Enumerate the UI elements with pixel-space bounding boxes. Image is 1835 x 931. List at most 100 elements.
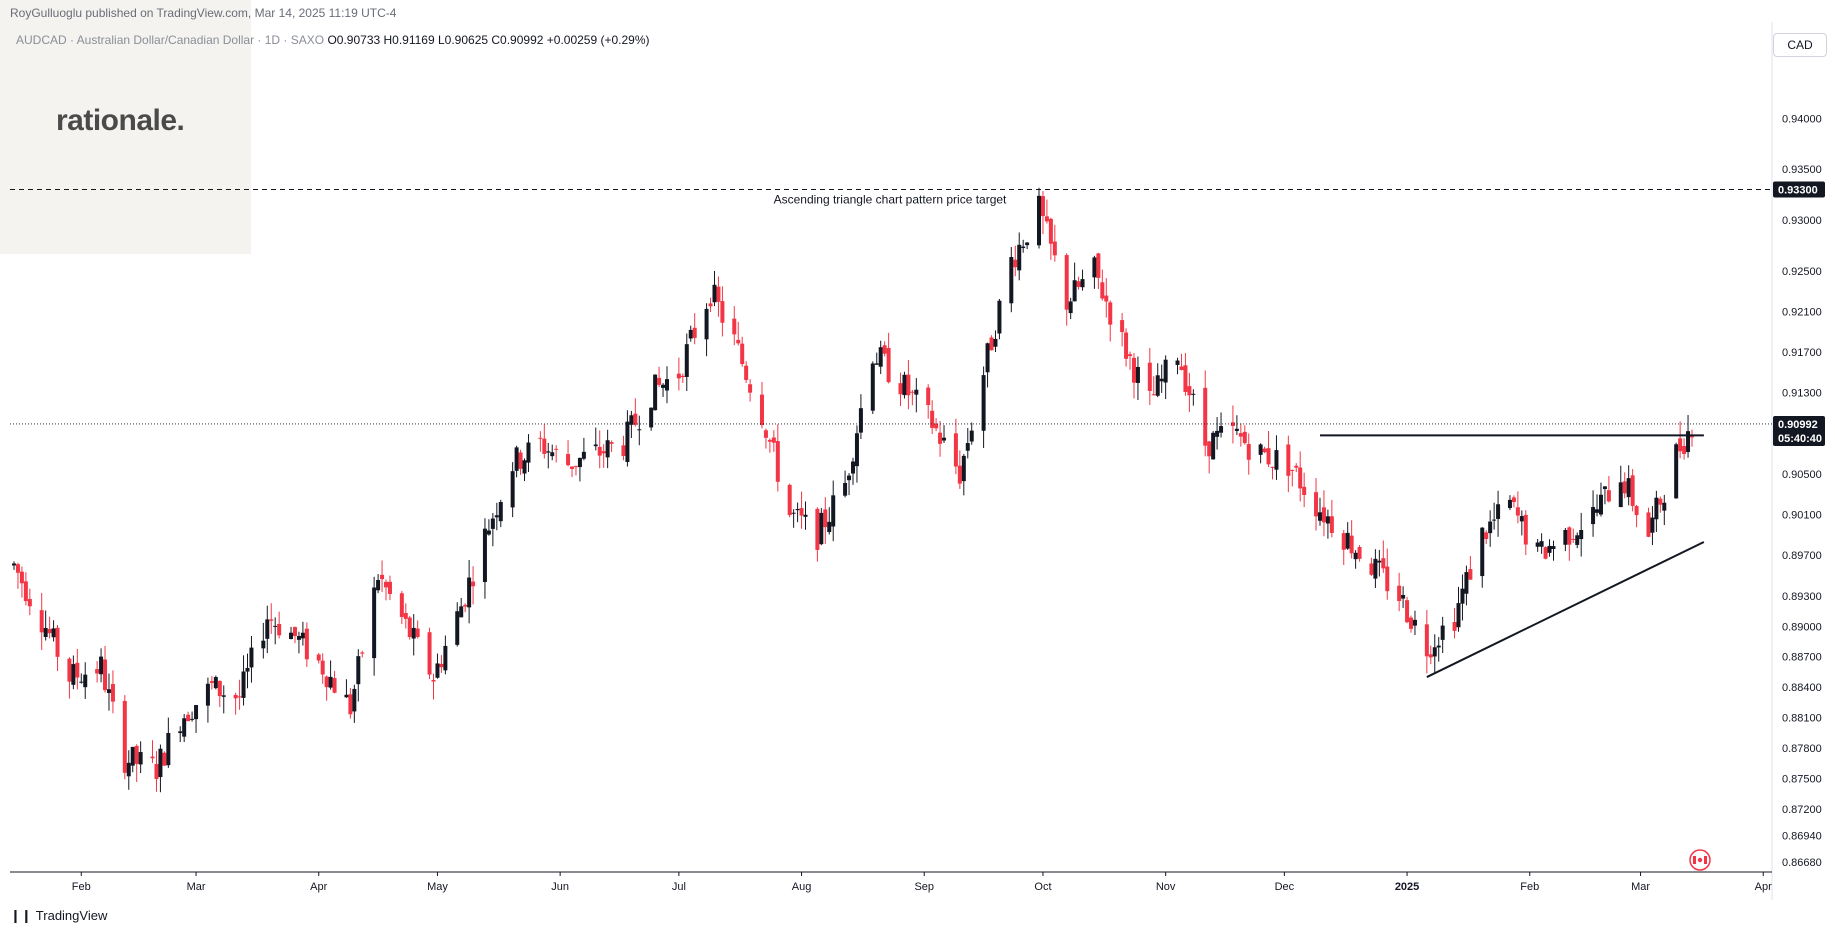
candle-body	[237, 696, 242, 698]
candle-body	[190, 718, 195, 720]
candle-body	[249, 647, 254, 668]
candle-body	[241, 671, 246, 698]
candle-body	[688, 329, 693, 339]
candle-body	[771, 437, 776, 443]
candle-body	[1678, 438, 1683, 452]
candle-body	[1179, 366, 1184, 370]
time-tick-label: Mar	[1631, 881, 1650, 893]
candle-body	[938, 432, 943, 444]
candle-body	[542, 438, 547, 454]
candle-body	[740, 343, 745, 365]
time-tick-label: Oct	[1034, 881, 1051, 893]
candle-body	[716, 286, 721, 302]
candle-body	[1191, 393, 1196, 395]
overlays-group: Ascending triangle chart pattern price t…	[10, 189, 1772, 678]
candle-body	[1492, 519, 1497, 521]
candle-body	[664, 379, 669, 391]
price-tick-label: 0.93500	[1782, 164, 1822, 176]
candle-body	[573, 466, 578, 468]
candle-body	[1068, 301, 1073, 314]
candle-body	[1321, 507, 1326, 523]
candle-body	[601, 451, 606, 454]
candle-body	[1187, 386, 1192, 396]
candle-body	[1460, 588, 1465, 604]
candle-body	[858, 408, 863, 433]
candle-body	[1215, 430, 1220, 437]
time-tick-label: 2025	[1395, 881, 1419, 893]
candle-body	[1634, 506, 1639, 516]
price-axis[interactable]: 0.94000 0.93500 0.93000 0.92500 0.92100 0.917…	[1782, 113, 1822, 868]
candle-body	[1294, 465, 1299, 468]
candle-body	[55, 627, 60, 657]
candle-body	[1017, 244, 1022, 271]
candle-body	[957, 465, 962, 484]
candle-body	[384, 581, 389, 588]
candle-body	[882, 345, 887, 354]
price-tick-label: 0.92100	[1782, 306, 1822, 318]
candle-body	[300, 632, 305, 639]
candle-body	[898, 383, 903, 395]
candle-body	[759, 394, 764, 426]
candle-body	[1381, 558, 1386, 569]
candle-body	[661, 384, 666, 388]
candle-body	[712, 284, 717, 303]
candle-body	[676, 373, 681, 379]
candle-body	[486, 530, 491, 535]
candle-body	[787, 484, 792, 516]
candle-body	[209, 681, 214, 683]
candle-body	[997, 300, 1002, 334]
candle-body	[1674, 444, 1679, 499]
candle-body	[1040, 196, 1045, 217]
candle-body	[1183, 365, 1188, 392]
candle-body	[217, 680, 222, 697]
candle-body	[1108, 302, 1113, 325]
candle-body	[1519, 516, 1524, 522]
currency-button[interactable]: CAD	[1773, 33, 1827, 57]
candle-body	[538, 437, 543, 439]
candle-body	[494, 515, 499, 518]
candle-body	[1230, 422, 1235, 427]
candle-body	[961, 455, 966, 482]
candle-body	[1682, 446, 1687, 454]
time-tick-label: Nov	[1156, 881, 1176, 893]
candle-body	[23, 581, 28, 602]
candle-body	[1369, 563, 1374, 575]
candle-body	[1329, 516, 1334, 533]
candle-body	[1345, 532, 1350, 549]
candle-body	[1357, 547, 1362, 559]
candle-body	[1377, 560, 1382, 563]
candle-body	[763, 430, 768, 438]
candle-body	[130, 746, 135, 766]
publisher-line: RoyGulluoglu published on TradingView.co…	[10, 6, 397, 20]
price-tick-label: 0.86940	[1782, 830, 1822, 842]
price-target-label: Ascending triangle chart pattern price t…	[774, 193, 1007, 207]
candle-body	[1286, 444, 1291, 476]
candle-body	[1551, 546, 1556, 550]
candle-body	[43, 627, 48, 637]
candle-body	[1464, 572, 1469, 594]
candle-body	[989, 337, 994, 351]
candle-body	[1412, 619, 1417, 626]
candle-body	[1511, 497, 1516, 503]
time-tick-label: Feb	[72, 881, 91, 893]
time-axis[interactable]: Feb Mar Apr May Jun Jul Aug Sep Oct Nov Dec 2025 Feb…	[72, 872, 1772, 893]
tradingview-logo[interactable]: ❙❙ TradingView	[10, 908, 107, 924]
candle-body	[902, 374, 907, 396]
price-tick-label: 0.94000	[1782, 113, 1822, 125]
target-price-tag	[1773, 181, 1825, 198]
candle-body	[1080, 279, 1085, 288]
candle-body	[1571, 538, 1576, 540]
candle-body	[1523, 514, 1528, 545]
candle-body	[265, 619, 270, 639]
candle-body	[439, 663, 444, 668]
candle-body	[926, 387, 931, 405]
candle-body	[1595, 509, 1600, 513]
candle-body	[79, 681, 84, 683]
candle-body	[344, 694, 349, 698]
candle-body	[1009, 257, 1014, 304]
canada-flag-icon[interactable]	[1689, 849, 1711, 871]
candle-body	[1650, 517, 1655, 533]
candle-body	[815, 508, 820, 550]
candle-body	[684, 344, 689, 377]
